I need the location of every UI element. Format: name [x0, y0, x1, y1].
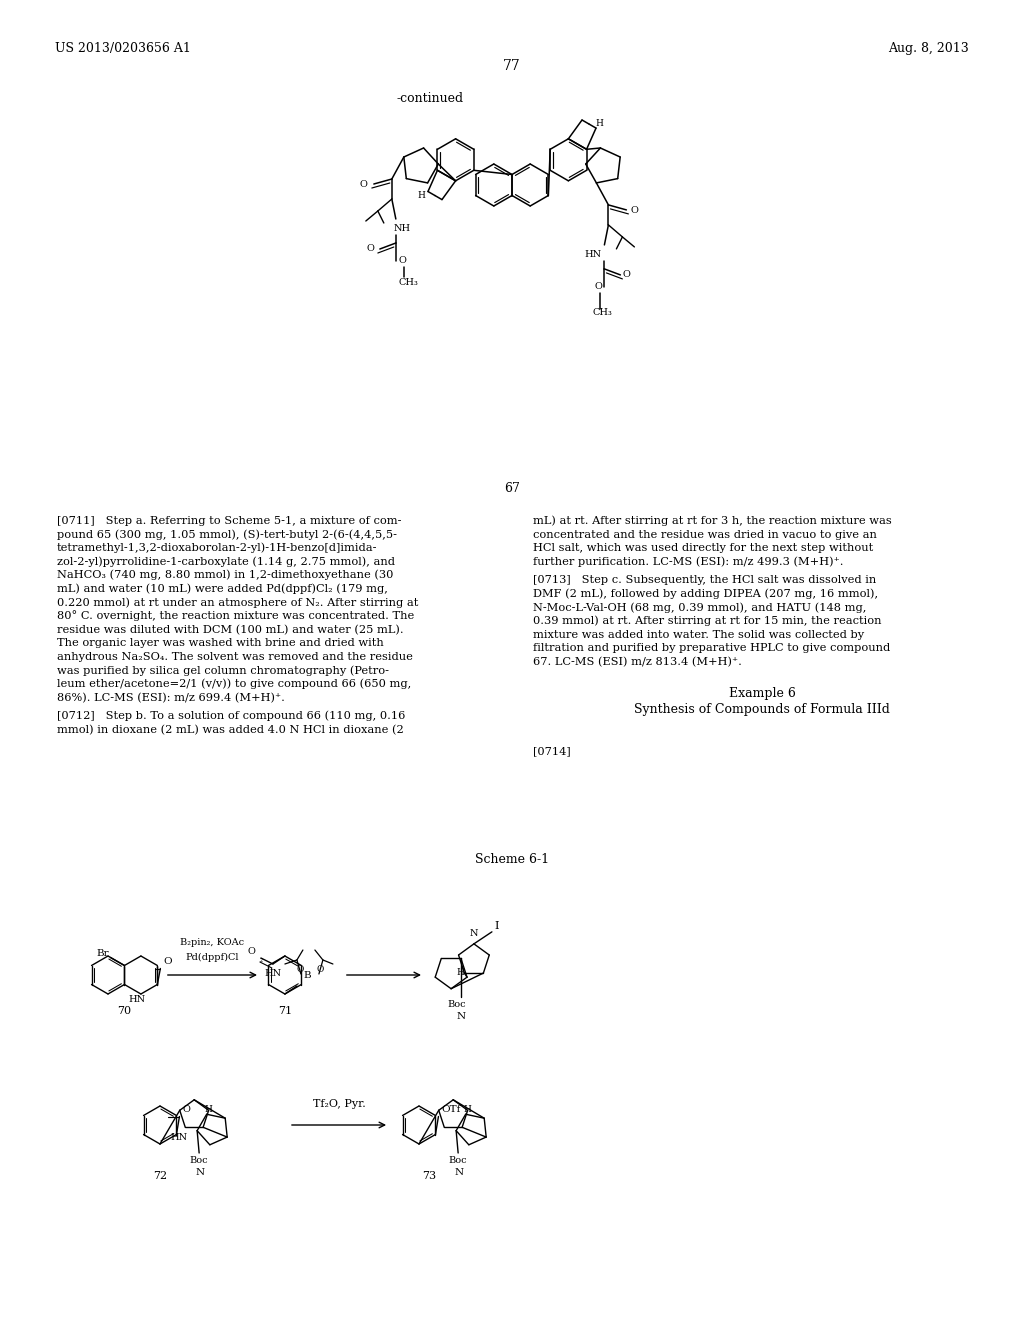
- Text: Pd(dppf)Cl: Pd(dppf)Cl: [185, 953, 240, 962]
- Text: 73: 73: [422, 1171, 436, 1181]
- Text: NaHCO₃ (740 mg, 8.80 mmol) in 1,2-dimethoxyethane (30: NaHCO₃ (740 mg, 8.80 mmol) in 1,2-dimeth…: [57, 570, 393, 581]
- Text: The organic layer was washed with brine and dried with: The organic layer was washed with brine …: [57, 639, 384, 648]
- Text: was purified by silica gel column chromatography (Petro-: was purified by silica gel column chroma…: [57, 665, 389, 676]
- Text: N: N: [454, 1168, 463, 1177]
- Text: O: O: [594, 282, 602, 290]
- Text: ₂: ₂: [259, 956, 262, 964]
- Text: tetramethyl-1,3,2-dioxaborolan-2-yl)-1H-benzo[d]imida-: tetramethyl-1,3,2-dioxaborolan-2-yl)-1H-…: [57, 543, 378, 553]
- Text: mL) at rt. After stirring at rt for 3 h, the reaction mixture was: mL) at rt. After stirring at rt for 3 h,…: [534, 515, 892, 525]
- Text: O: O: [297, 965, 304, 974]
- Text: residue was diluted with DCM (100 mL) and water (25 mL).: residue was diluted with DCM (100 mL) an…: [57, 624, 403, 635]
- Text: H: H: [595, 119, 603, 128]
- Text: H: H: [205, 1105, 213, 1114]
- Text: N: N: [457, 1012, 466, 1020]
- Text: zol-2-yl)pyrrolidine-1-carboxylate (1.14 g, 2.75 mmol), and: zol-2-yl)pyrrolidine-1-carboxylate (1.14…: [57, 556, 395, 566]
- Text: further purification. LC-MS (ESI): m/z 499.3 (M+H)⁺.: further purification. LC-MS (ESI): m/z 4…: [534, 556, 844, 566]
- Text: N: N: [196, 1168, 204, 1177]
- Text: N-Moc-L-Val-OH (68 mg, 0.39 mmol), and HATU (148 mg,: N-Moc-L-Val-OH (68 mg, 0.39 mmol), and H…: [534, 602, 866, 612]
- Text: 72: 72: [153, 1171, 167, 1181]
- Text: DMF (2 mL), followed by adding DIPEA (207 mg, 16 mmol),: DMF (2 mL), followed by adding DIPEA (20…: [534, 589, 879, 599]
- Text: CH₃: CH₃: [398, 279, 419, 286]
- Text: Br: Br: [96, 949, 110, 957]
- Text: 70: 70: [118, 1006, 131, 1016]
- Text: US 2013/0203656 A1: US 2013/0203656 A1: [55, 42, 190, 55]
- Text: HN: HN: [171, 1133, 188, 1142]
- Text: leum ether/acetone=2/1 (v/v)) to give compound 66 (650 mg,: leum ether/acetone=2/1 (v/v)) to give co…: [57, 678, 412, 689]
- Text: O: O: [164, 957, 172, 966]
- Text: O: O: [247, 946, 255, 956]
- Text: anhydrous Na₂SO₄. The solvent was removed and the residue: anhydrous Na₂SO₄. The solvent was remove…: [57, 652, 413, 663]
- Text: B₂pin₂, KOAc: B₂pin₂, KOAc: [180, 939, 245, 946]
- Text: Example 6: Example 6: [728, 686, 796, 700]
- Text: -continued: -continued: [396, 92, 464, 106]
- Text: [0712]   Step b. To a solution of compound 66 (110 mg, 0.16: [0712] Step b. To a solution of compound…: [57, 711, 406, 722]
- Text: 71: 71: [278, 1006, 292, 1016]
- Text: HN: HN: [128, 995, 145, 1005]
- Text: mixture was added into water. The solid was collected by: mixture was added into water. The solid …: [534, 630, 864, 640]
- Text: O: O: [316, 965, 325, 974]
- Text: CH₃: CH₃: [593, 308, 612, 317]
- Text: Aug. 8, 2013: Aug. 8, 2013: [888, 42, 969, 55]
- Text: 86%). LC-MS (ESI): m/z 699.4 (M+H)⁺.: 86%). LC-MS (ESI): m/z 699.4 (M+H)⁺.: [57, 693, 285, 702]
- Text: pound 65 (300 mg, 1.05 mmol), (S)-tert-butyl 2-(6-(4,4,5,5-: pound 65 (300 mg, 1.05 mmol), (S)-tert-b…: [57, 529, 397, 540]
- Text: O: O: [631, 206, 638, 215]
- Text: [0713]   Step c. Subsequently, the HCl salt was dissolved in: [0713] Step c. Subsequently, the HCl sal…: [534, 576, 877, 585]
- Text: OTf: OTf: [441, 1106, 461, 1114]
- Text: 0.220 mmol) at rt under an atmosphere of N₂. After stirring at: 0.220 mmol) at rt under an atmosphere of…: [57, 597, 419, 607]
- Text: mL) and water (10 mL) were added Pd(dppf)Cl₂ (179 mg,: mL) and water (10 mL) were added Pd(dppf…: [57, 583, 388, 594]
- Text: H: H: [464, 1105, 471, 1114]
- Text: Tf₂O, Pyr.: Tf₂O, Pyr.: [312, 1100, 366, 1109]
- Text: I: I: [494, 921, 499, 931]
- Text: Scheme 6-1: Scheme 6-1: [475, 853, 549, 866]
- Text: Boc: Boc: [189, 1156, 208, 1166]
- Text: [0714]: [0714]: [534, 747, 570, 756]
- Text: N: N: [470, 929, 478, 937]
- Text: B: B: [303, 972, 310, 979]
- Text: NH: NH: [394, 224, 411, 234]
- Text: 0.39 mmol) at rt. After stirring at rt for 15 min, the reaction: 0.39 mmol) at rt. After stirring at rt f…: [534, 615, 882, 626]
- Text: mmol) in dioxane (2 mL) was added 4.0 N HCl in dioxane (2: mmol) in dioxane (2 mL) was added 4.0 N …: [57, 725, 403, 735]
- Text: O: O: [359, 180, 368, 189]
- Text: HCl salt, which was used directly for the next step without: HCl salt, which was used directly for th…: [534, 544, 873, 553]
- Text: Boc: Boc: [446, 1001, 466, 1008]
- Text: [0711]   Step a. Referring to Scheme 5-1, a mixture of com-: [0711] Step a. Referring to Scheme 5-1, …: [57, 516, 401, 525]
- Text: O: O: [398, 256, 407, 265]
- Text: H: H: [417, 190, 425, 199]
- Text: O: O: [623, 269, 631, 279]
- Text: filtration and purified by preparative HPLC to give compound: filtration and purified by preparative H…: [534, 643, 890, 653]
- Text: Boc: Boc: [449, 1156, 467, 1166]
- Text: HN: HN: [264, 969, 282, 978]
- Text: 67: 67: [504, 482, 520, 495]
- Text: O: O: [367, 244, 375, 253]
- Text: HN: HN: [585, 249, 601, 259]
- Text: Synthesis of Compounds of Formula IIId: Synthesis of Compounds of Formula IIId: [634, 704, 890, 717]
- Text: 67. LC-MS (ESI) m/z 813.4 (M+H)⁺.: 67. LC-MS (ESI) m/z 813.4 (M+H)⁺.: [534, 656, 741, 667]
- Text: 77: 77: [503, 59, 521, 73]
- Text: O: O: [182, 1106, 190, 1114]
- Text: 80° C. overnight, the reaction mixture was concentrated. The: 80° C. overnight, the reaction mixture w…: [57, 610, 415, 622]
- Text: H: H: [457, 968, 464, 977]
- Text: concentrated and the residue was dried in vacuo to give an: concentrated and the residue was dried i…: [534, 529, 877, 540]
